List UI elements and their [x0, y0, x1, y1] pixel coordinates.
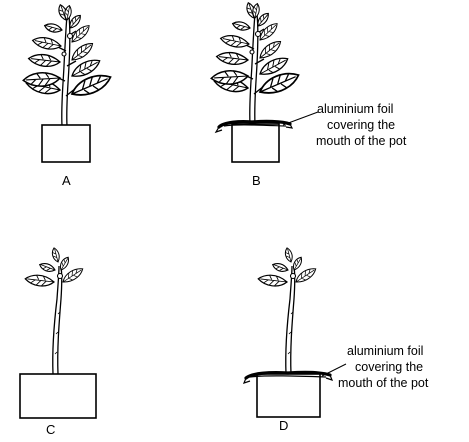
pot-b	[231, 123, 280, 163]
panel-label-c: C	[46, 422, 55, 437]
panel-d: aluminium foil covering the mouth of the…	[242, 248, 429, 433]
foil-annotation-b: aluminium foil covering the mouth of the…	[316, 102, 407, 148]
pot-a	[41, 124, 91, 163]
panel-a: A	[23, 4, 114, 188]
bare-plant-c	[24, 248, 85, 374]
leafy-plant-a	[23, 4, 114, 126]
panel-label-a: A	[62, 173, 71, 188]
panel-label-d: D	[279, 418, 288, 433]
panel-label-b: B	[252, 173, 261, 188]
leader-line-d	[321, 363, 347, 377]
foil-annotation-d: aluminium foil covering the mouth of the…	[338, 344, 429, 390]
panel-c: C	[19, 248, 97, 437]
leafy-plant-b	[211, 2, 302, 124]
bare-plant-d	[257, 248, 318, 374]
pot-d	[256, 373, 321, 418]
aluminium-foil-b	[214, 119, 294, 134]
leader-line-b	[282, 111, 319, 126]
panel-b: aluminium foil covering the mouth of the…	[211, 2, 407, 188]
pot-c	[19, 373, 97, 419]
aluminium-foil-d	[242, 370, 334, 384]
